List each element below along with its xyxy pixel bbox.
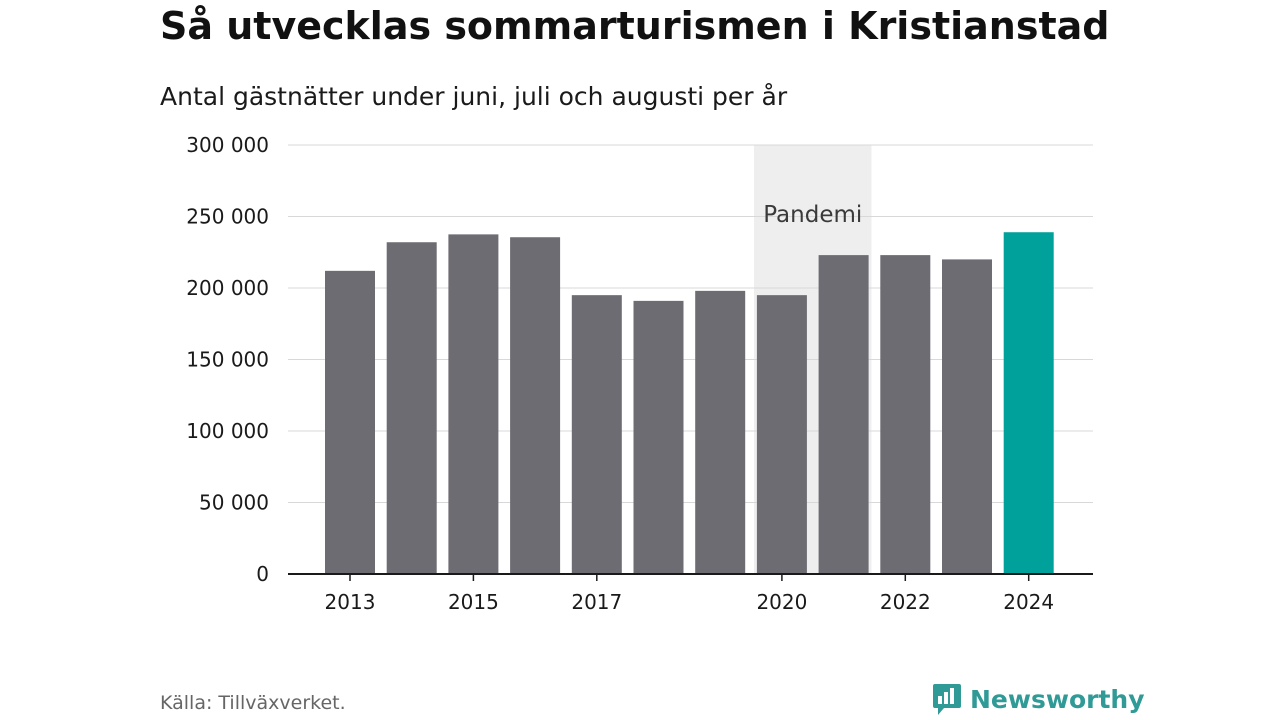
y-tick-label: 50 000 [199,491,269,515]
bar [942,259,992,574]
y-tick-label: 150 000 [186,348,269,372]
bar-highlight [1003,232,1054,575]
bar [571,295,622,574]
bar [633,300,684,574]
bar [695,290,746,574]
x-tick-label: 2020 [756,590,807,614]
bar [510,237,561,575]
y-tick-label: 0 [256,562,269,586]
brand-name: Newsworthy [970,684,1145,714]
bar [325,270,375,574]
bar [880,255,931,575]
bar [756,295,807,574]
y-tick-label: 300 000 [186,133,269,157]
bar [448,234,499,574]
chart-subtitle: Antal gästnätter under juni, juli och au… [160,82,788,111]
x-tick-label: 2015 [448,590,499,614]
newsworthy-logo-icon [933,684,961,715]
bar-chart: 0 50 000 100 000 150 000 200 000 250 000 300 0… [186,133,1093,614]
y-tick-label: 100 000 [186,419,269,443]
x-tick-label: 2013 [325,590,376,614]
x-tick-label: 2024 [1003,590,1054,614]
annotation-label: Pandemi [763,202,862,228]
bar [818,255,869,575]
bar [386,242,437,575]
source-note: Källa: Tillväxverket. [160,692,346,714]
y-tick-label: 250 000 [186,205,269,229]
x-tick-label: 2017 [571,590,622,614]
x-tick-label: 2022 [880,590,931,614]
y-tick-label: 200 000 [186,276,269,300]
brand-logo: Newsworthy [932,682,1145,716]
chart-title: Så utvecklas sommarturismen i Kristianst… [160,4,1110,48]
